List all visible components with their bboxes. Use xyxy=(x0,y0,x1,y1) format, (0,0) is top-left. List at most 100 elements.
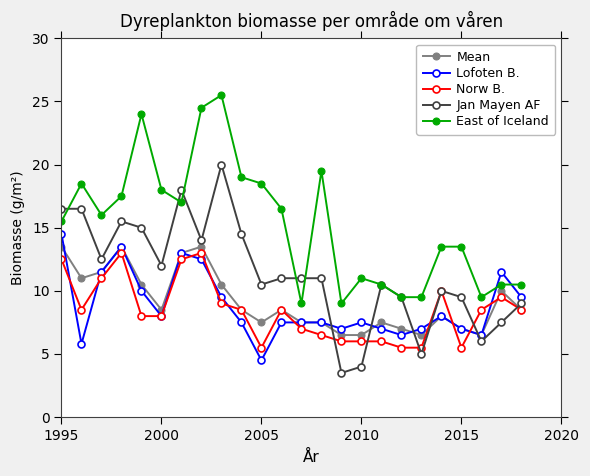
Jan Mayen AF xyxy=(438,288,445,294)
East of Iceland xyxy=(218,92,225,98)
East of Iceland xyxy=(378,282,385,288)
East of Iceland xyxy=(398,294,405,300)
Mean xyxy=(258,319,265,325)
Jan Mayen AF xyxy=(518,301,525,307)
Mean xyxy=(218,282,225,288)
Lofoten B. xyxy=(158,313,165,319)
Jan Mayen AF xyxy=(378,282,385,288)
Lofoten B. xyxy=(258,357,265,363)
Lofoten B. xyxy=(338,326,345,332)
Jan Mayen AF xyxy=(398,294,405,300)
Norw B. xyxy=(78,307,85,313)
Mean xyxy=(178,250,185,256)
Lofoten B. xyxy=(358,319,365,325)
Jan Mayen AF xyxy=(58,206,65,212)
Jan Mayen AF xyxy=(358,364,365,369)
Jan Mayen AF xyxy=(258,282,265,288)
East of Iceland xyxy=(498,282,505,288)
Lofoten B. xyxy=(98,269,105,275)
Norw B. xyxy=(58,257,65,262)
Lofoten B. xyxy=(278,319,285,325)
X-axis label: År: År xyxy=(303,450,320,465)
Mean xyxy=(98,269,105,275)
Y-axis label: Biomasse (g/m²): Biomasse (g/m²) xyxy=(11,170,25,285)
Jan Mayen AF xyxy=(458,294,465,300)
East of Iceland xyxy=(318,168,325,174)
Norw B. xyxy=(178,257,185,262)
Legend: Mean, Lofoten B., Norw B., Jan Mayen AF, East of Iceland: Mean, Lofoten B., Norw B., Jan Mayen AF,… xyxy=(417,45,555,135)
Mean xyxy=(438,313,445,319)
Jan Mayen AF xyxy=(338,370,345,376)
Jan Mayen AF xyxy=(178,187,185,193)
Mean xyxy=(278,307,285,313)
East of Iceland xyxy=(338,301,345,307)
East of Iceland xyxy=(278,206,285,212)
Line: Jan Mayen AF: Jan Mayen AF xyxy=(58,161,525,377)
Lofoten B. xyxy=(198,257,205,262)
Norw B. xyxy=(418,345,425,350)
Lofoten B. xyxy=(178,250,185,256)
Mean xyxy=(358,332,365,338)
Norw B. xyxy=(338,338,345,344)
Jan Mayen AF xyxy=(98,257,105,262)
Norw B. xyxy=(358,338,365,344)
Mean xyxy=(398,326,405,332)
Jan Mayen AF xyxy=(298,275,305,281)
Norw B. xyxy=(258,345,265,350)
Line: East of Iceland: East of Iceland xyxy=(58,92,525,307)
Norw B. xyxy=(198,250,205,256)
East of Iceland xyxy=(298,301,305,307)
East of Iceland xyxy=(438,244,445,249)
Jan Mayen AF xyxy=(158,263,165,268)
Lofoten B. xyxy=(398,332,405,338)
East of Iceland xyxy=(58,218,65,224)
Lofoten B. xyxy=(238,319,245,325)
East of Iceland xyxy=(98,212,105,218)
Lofoten B. xyxy=(318,319,325,325)
East of Iceland xyxy=(158,187,165,193)
East of Iceland xyxy=(238,174,245,180)
Jan Mayen AF xyxy=(138,225,145,230)
Mean xyxy=(518,307,525,313)
East of Iceland xyxy=(418,294,425,300)
Lofoten B. xyxy=(298,319,305,325)
Jan Mayen AF xyxy=(198,238,205,243)
Mean xyxy=(478,332,485,338)
Jan Mayen AF xyxy=(478,338,485,344)
East of Iceland xyxy=(258,181,265,187)
Lofoten B. xyxy=(138,288,145,294)
Lofoten B. xyxy=(58,231,65,237)
East of Iceland xyxy=(178,199,185,205)
Mean xyxy=(338,332,345,338)
Mean xyxy=(458,326,465,332)
East of Iceland xyxy=(118,193,125,199)
Lofoten B. xyxy=(78,341,85,347)
Norw B. xyxy=(398,345,405,350)
Norw B. xyxy=(218,301,225,307)
Norw B. xyxy=(118,250,125,256)
Mean xyxy=(238,307,245,313)
Jan Mayen AF xyxy=(238,231,245,237)
Mean xyxy=(498,288,505,294)
Mean xyxy=(418,332,425,338)
Lofoten B. xyxy=(118,244,125,249)
Norw B. xyxy=(498,294,505,300)
East of Iceland xyxy=(138,111,145,117)
Mean xyxy=(158,307,165,313)
Lofoten B. xyxy=(498,269,505,275)
Norw B. xyxy=(98,275,105,281)
Jan Mayen AF xyxy=(118,218,125,224)
Norw B. xyxy=(478,307,485,313)
Norw B. xyxy=(298,326,305,332)
East of Iceland xyxy=(478,294,485,300)
Lofoten B. xyxy=(378,326,385,332)
Jan Mayen AF xyxy=(78,206,85,212)
East of Iceland xyxy=(78,181,85,187)
Norw B. xyxy=(518,307,525,313)
East of Iceland xyxy=(358,275,365,281)
Jan Mayen AF xyxy=(498,319,505,325)
Jan Mayen AF xyxy=(318,275,325,281)
Mean xyxy=(378,319,385,325)
Line: Lofoten B.: Lofoten B. xyxy=(58,230,525,364)
Norw B. xyxy=(238,307,245,313)
